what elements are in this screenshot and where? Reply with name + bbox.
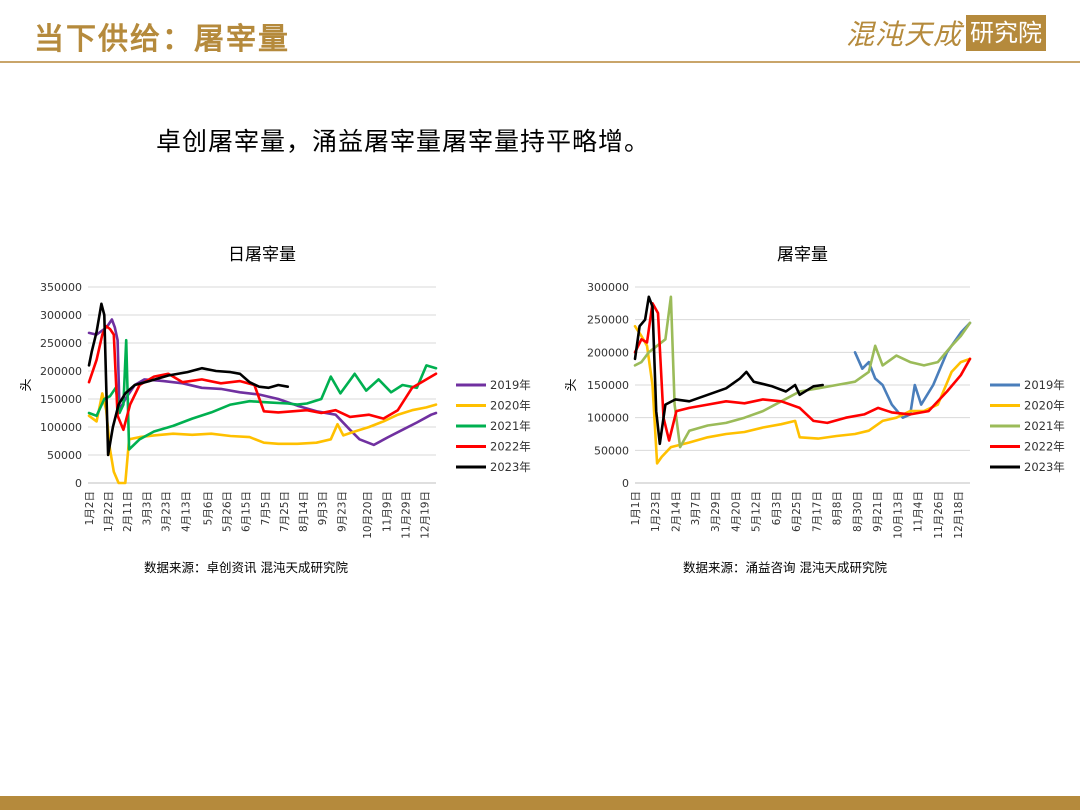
x-tick-label: 11月26日	[933, 491, 945, 539]
series-line-2022年	[633, 301, 972, 442]
x-tick-label: 7月25日	[279, 491, 291, 532]
source-note: 数据来源：卓创资讯 混沌天成研究院	[144, 560, 348, 575]
x-tick-label: 5月6日	[203, 491, 215, 525]
y-tick-label: 200000	[40, 365, 82, 378]
x-tick-label: 8月30日	[852, 491, 864, 532]
y-tick-label: 150000	[40, 393, 82, 406]
x-tick-label: 12月18日	[953, 491, 965, 539]
source-note: 数据来源：涌益咨询 混沌天成研究院	[683, 560, 887, 575]
legend-label: 2023年	[1024, 460, 1065, 474]
footer-bar	[0, 796, 1080, 810]
legend-label: 2021年	[1024, 419, 1065, 433]
x-tick-label: 11月4日	[913, 491, 925, 532]
series-line-2021年	[87, 338, 438, 451]
legend-label: 2021年	[490, 419, 531, 433]
x-tick-label: 3月3日	[141, 491, 153, 525]
x-tick-label: 8月8日	[832, 491, 844, 525]
y-tick-label: 50000	[47, 449, 82, 462]
x-tick-label: 11月9日	[381, 491, 393, 532]
chart-title: 日屠宰量	[228, 245, 296, 265]
x-tick-label: 4月13日	[181, 491, 193, 532]
x-tick-label: 9月3日	[317, 491, 329, 525]
y-tick-label: 300000	[587, 281, 629, 294]
x-tick-label: 6月3日	[771, 491, 783, 525]
x-tick-label: 6月15日	[241, 491, 253, 532]
x-tick-label: 3月7日	[690, 491, 702, 525]
x-tick-label: 1月22日	[103, 491, 115, 532]
x-tick-label: 1月1日	[630, 491, 642, 525]
legend-label: 2022年	[490, 440, 531, 454]
x-tick-label: 11月29日	[400, 491, 412, 539]
y-tick-label: 250000	[40, 337, 82, 350]
x-tick-label: 2月11日	[122, 491, 134, 532]
x-tick-label: 10月20日	[362, 491, 374, 539]
brand-logo: 混沌天成 研究院	[846, 14, 1047, 52]
x-tick-label: 3月29日	[710, 491, 722, 532]
x-tick-label: 5月26日	[222, 491, 234, 532]
y-tick-label: 250000	[587, 314, 629, 327]
legend-label: 2020年	[490, 399, 531, 413]
logo-script: 混沌天成	[846, 18, 963, 51]
series-line-2023年	[87, 302, 290, 457]
legend-label: 2019年	[490, 378, 531, 392]
x-tick-label: 4月20日	[730, 491, 742, 532]
series-line-2023年	[633, 295, 825, 446]
x-tick-label: 9月21日	[872, 491, 884, 532]
logo-box: 研究院	[966, 15, 1047, 51]
legend-label: 2019年	[1024, 378, 1065, 392]
x-tick-label: 2月14日	[670, 491, 682, 532]
legend-label: 2022年	[1024, 440, 1065, 454]
y-tick-label: 150000	[587, 379, 629, 392]
x-tick-label: 7月17日	[811, 491, 823, 532]
chart-title: 屠宰量	[777, 245, 828, 265]
y-tick-label: 0	[622, 477, 629, 490]
title-divider	[0, 61, 1080, 63]
y-tick-label: 100000	[40, 421, 82, 434]
x-tick-label: 7月5日	[260, 491, 272, 525]
x-tick-label: 1月2日	[84, 491, 96, 525]
x-tick-label: 3月23日	[160, 491, 172, 532]
x-tick-label: 6月25日	[791, 491, 803, 532]
x-tick-label: 9月23日	[336, 491, 348, 532]
y-axis-label: 头	[565, 378, 579, 391]
y-tick-label: 0	[75, 477, 82, 490]
x-tick-label: 1月23日	[650, 491, 662, 532]
series-line-2020年	[633, 324, 972, 465]
y-tick-label: 50000	[594, 444, 629, 457]
x-tick-label: 5月12日	[751, 491, 763, 532]
series-line-2022年	[87, 324, 438, 432]
y-tick-label: 200000	[587, 346, 629, 359]
slide-title: 当下供给：屠宰量	[34, 22, 290, 57]
legend-label: 2020年	[1024, 399, 1065, 413]
y-tick-label: 300000	[40, 309, 82, 322]
x-tick-label: 10月13日	[892, 491, 904, 539]
legend-label: 2023年	[490, 460, 531, 474]
series-line-2019年	[87, 318, 438, 447]
y-axis-label: 头	[20, 378, 34, 391]
chart-daily-slaughter: 日屠宰量 0 50000 100000 150000 200000 250000 300000…	[20, 245, 531, 575]
chart-slaughter-volume: 屠宰量 0 50000 100000 150000 200000 250000 300000 头…	[565, 245, 1065, 575]
x-tick-label: 8月14日	[298, 491, 310, 532]
series-line-2020年	[87, 392, 438, 485]
y-tick-label: 100000	[587, 412, 629, 425]
x-tick-label: 12月19日	[420, 491, 432, 539]
y-tick-label: 350000	[40, 281, 82, 294]
slide-subtitle: 卓创屠宰量，涌益屠宰量屠宰量持平略增。	[156, 127, 651, 156]
series-line-2021年	[633, 295, 972, 449]
